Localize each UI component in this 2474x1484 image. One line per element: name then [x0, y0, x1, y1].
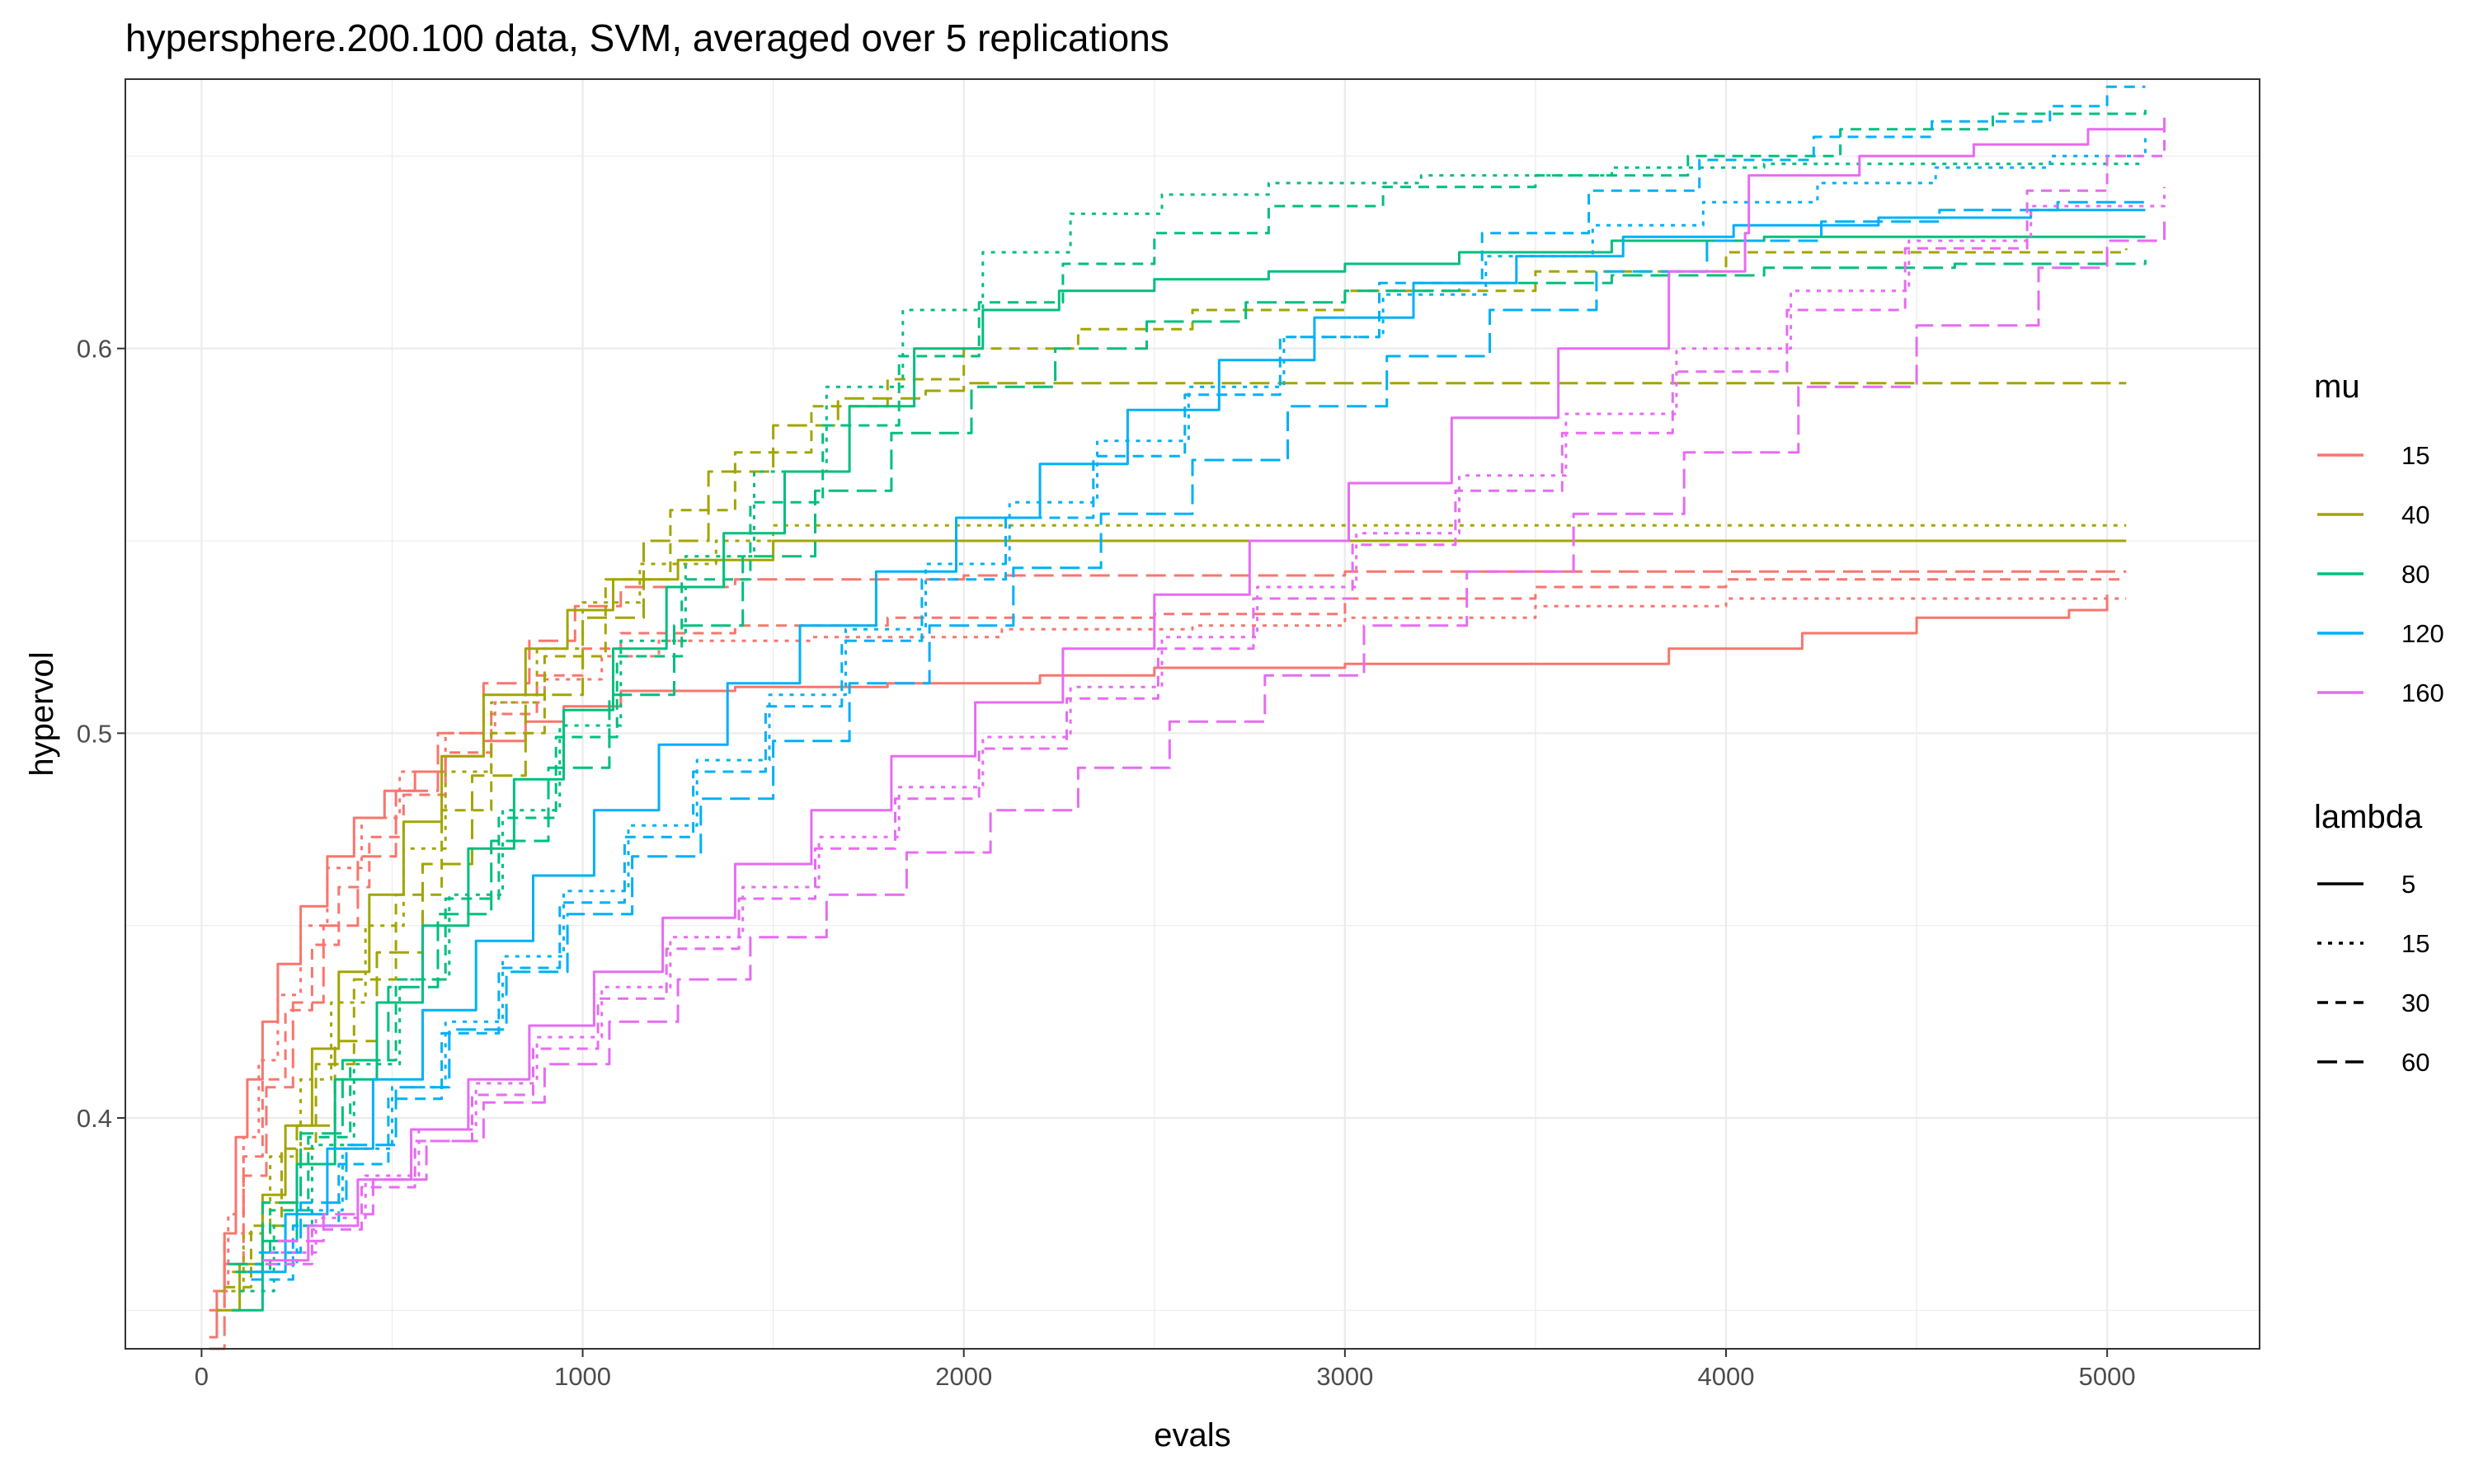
series-line-mu15-lambda60 — [209, 570, 2127, 1350]
legend-mu-label: 40 — [2401, 500, 2429, 529]
y-axis-title: hypervol — [24, 651, 60, 776]
legend-mu-label: 120 — [2401, 619, 2444, 648]
chart-title: hypersphere.200.100 data, SVM, averaged … — [125, 16, 1169, 59]
series-line-mu80-lambda30 — [236, 110, 2147, 1274]
y-tick-label: 0.5 — [77, 719, 112, 748]
series-line-mu120-lambda30 — [251, 85, 2146, 1281]
series-line-mu80-lambda5 — [232, 235, 2146, 1312]
series-line-mu80-lambda60 — [228, 260, 2147, 1266]
series-line-mu160-lambda15 — [270, 186, 2166, 1254]
series-line-mu15-lambda30 — [209, 578, 2127, 1312]
series-line-mu40-lambda15 — [220, 524, 2127, 1293]
legend-lambda-label: 5 — [2401, 870, 2415, 899]
legend-lambda-label: 60 — [2401, 1048, 2429, 1077]
x-tick-label: 4000 — [1698, 1362, 1755, 1391]
axis-ticks: 0 1000 2000 3000 4000 5000 0.4 0.5 0.6 — [77, 335, 2136, 1391]
series-line-mu15-lambda15 — [213, 597, 2127, 1293]
legend-mu-label: 15 — [2401, 441, 2429, 470]
series-lines — [209, 85, 2166, 1350]
y-tick-label: 0.6 — [77, 335, 112, 364]
series-line-mu15-lambda5 — [209, 594, 2109, 1339]
series-line-mu160-lambda60 — [277, 221, 2166, 1242]
series-line-mu120-lambda60 — [258, 200, 2146, 1254]
legend-mu: mu 15 40 80 120 160 — [2314, 369, 2444, 707]
legend-lambda: lambda 5 15 30 60 — [2314, 799, 2429, 1077]
series-line-mu40-lambda30 — [224, 248, 2128, 1289]
x-tick-label: 3000 — [1316, 1362, 1373, 1391]
legend-lambda-label: 30 — [2401, 989, 2429, 1017]
series-line-mu160-lambda5 — [262, 117, 2166, 1262]
panel-border — [125, 78, 2260, 1350]
x-tick-label: 1000 — [554, 1362, 611, 1391]
legend-mu-title: mu — [2314, 369, 2360, 405]
series-line-mu40-lambda5 — [216, 539, 2127, 1312]
legend-mu-label: 160 — [2401, 679, 2444, 707]
x-tick-label: 5000 — [2079, 1362, 2136, 1391]
legend-lambda-title: lambda — [2314, 799, 2423, 835]
series-line-mu120-lambda15 — [255, 137, 2147, 1266]
grid — [125, 79, 2260, 1349]
series-line-mu160-lambda30 — [266, 129, 2166, 1266]
x-axis-title: evals — [1154, 1417, 1230, 1453]
legend-lambda-label: 15 — [2401, 929, 2429, 958]
y-tick-label: 0.4 — [77, 1104, 112, 1133]
series-line-mu40-lambda60 — [232, 382, 2127, 1274]
series-line-mu120-lambda5 — [247, 209, 2146, 1274]
x-tick-label: 0 — [195, 1362, 209, 1391]
legend-mu-label: 80 — [2401, 560, 2429, 589]
x-tick-label: 2000 — [935, 1362, 992, 1391]
